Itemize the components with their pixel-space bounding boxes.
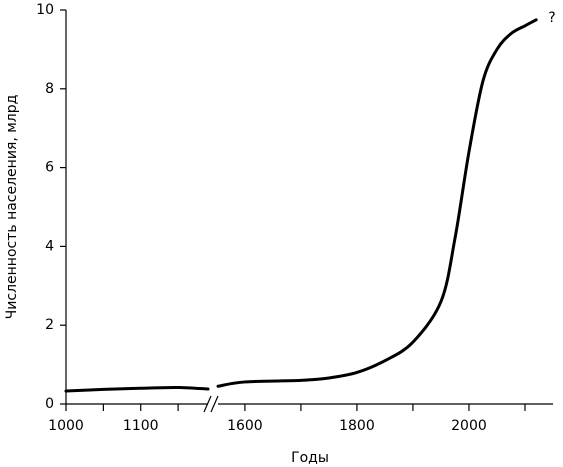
x-tick-label: 1100 [123, 418, 159, 434]
population-line [216, 18, 538, 388]
x-tick-label: 1000 [48, 418, 84, 434]
y-axis-label: Численность населения, млрд [4, 95, 20, 320]
x-tick-label: 2000 [451, 418, 487, 434]
x-axis-label: Годы [291, 450, 329, 466]
y-tick-label: 0 [45, 396, 54, 412]
y-tick-label: 8 [45, 81, 54, 97]
y-tick-label: 2 [45, 317, 54, 333]
x-tick-label: 1800 [339, 418, 375, 434]
y-tick-label: 6 [45, 160, 54, 176]
annotation: ? [548, 10, 555, 26]
y-tick-label: 4 [45, 238, 54, 254]
x-tick-label: 1600 [227, 418, 263, 434]
population-line [64, 385, 210, 393]
y-tick-label: 10 [36, 2, 54, 18]
